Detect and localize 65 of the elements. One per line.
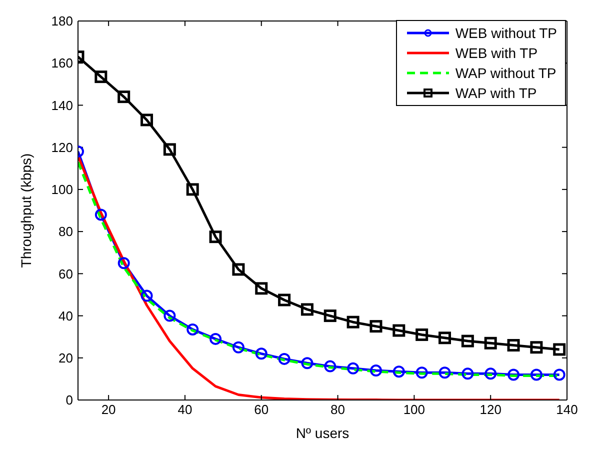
legend-label: WEB with TP <box>455 45 538 61</box>
point <box>324 360 336 372</box>
point <box>94 208 107 221</box>
x-tick-label: 100 <box>403 402 426 418</box>
legend-label: WAP without TP <box>455 65 556 81</box>
point <box>186 183 199 196</box>
point <box>392 324 406 337</box>
legend-label: WAP with TP <box>455 85 537 101</box>
point <box>232 263 245 276</box>
point <box>278 352 290 365</box>
y-axis-title: Throughput (kbps) <box>18 153 34 268</box>
point <box>462 368 474 380</box>
point <box>484 336 497 350</box>
point <box>347 362 360 374</box>
point <box>255 282 268 295</box>
x-axis-title: Nº users <box>296 425 350 441</box>
point <box>255 348 268 360</box>
y-tick-label: 20 <box>58 350 73 366</box>
x-tick-label: 80 <box>330 402 346 418</box>
y-tick-label: 180 <box>51 14 73 29</box>
y-tick-label: 100 <box>51 182 73 198</box>
y-tick-label: 80 <box>58 224 73 240</box>
y-tick-label: 60 <box>58 266 73 282</box>
y-tick-label: 40 <box>58 308 73 324</box>
x-tick-label: 140 <box>556 402 578 418</box>
point <box>461 334 474 348</box>
x-tick-label: 120 <box>480 402 502 418</box>
point <box>118 90 130 104</box>
point <box>164 310 176 322</box>
point <box>508 368 520 381</box>
point <box>392 366 405 378</box>
point <box>553 343 566 356</box>
point <box>530 341 543 354</box>
point <box>301 357 314 370</box>
y-tick-label: 160 <box>51 56 73 71</box>
point <box>232 341 244 354</box>
point <box>140 290 153 302</box>
point <box>118 257 130 270</box>
point <box>346 316 360 328</box>
x-tick-label: 40 <box>178 402 192 418</box>
point <box>416 328 428 341</box>
point <box>438 366 451 379</box>
point <box>530 368 542 381</box>
point <box>507 339 520 352</box>
point <box>324 310 336 322</box>
point <box>484 368 497 380</box>
y-tick-label: 120 <box>51 140 73 155</box>
point <box>553 368 566 381</box>
point <box>438 332 451 344</box>
point <box>186 323 199 336</box>
point <box>300 303 314 316</box>
x-tick-label: 20 <box>101 402 116 418</box>
legend-label: WEB without TP <box>455 25 557 41</box>
point <box>140 114 154 126</box>
y-tick-label: 0 <box>66 392 73 408</box>
point <box>370 364 382 377</box>
point <box>416 366 428 379</box>
x-tick-label: 60 <box>254 402 269 418</box>
point <box>370 320 382 333</box>
point <box>210 332 222 345</box>
point <box>209 230 222 244</box>
point <box>94 70 108 84</box>
y-tick-label: 140 <box>51 98 73 113</box>
point <box>163 143 176 156</box>
point <box>278 294 291 306</box>
